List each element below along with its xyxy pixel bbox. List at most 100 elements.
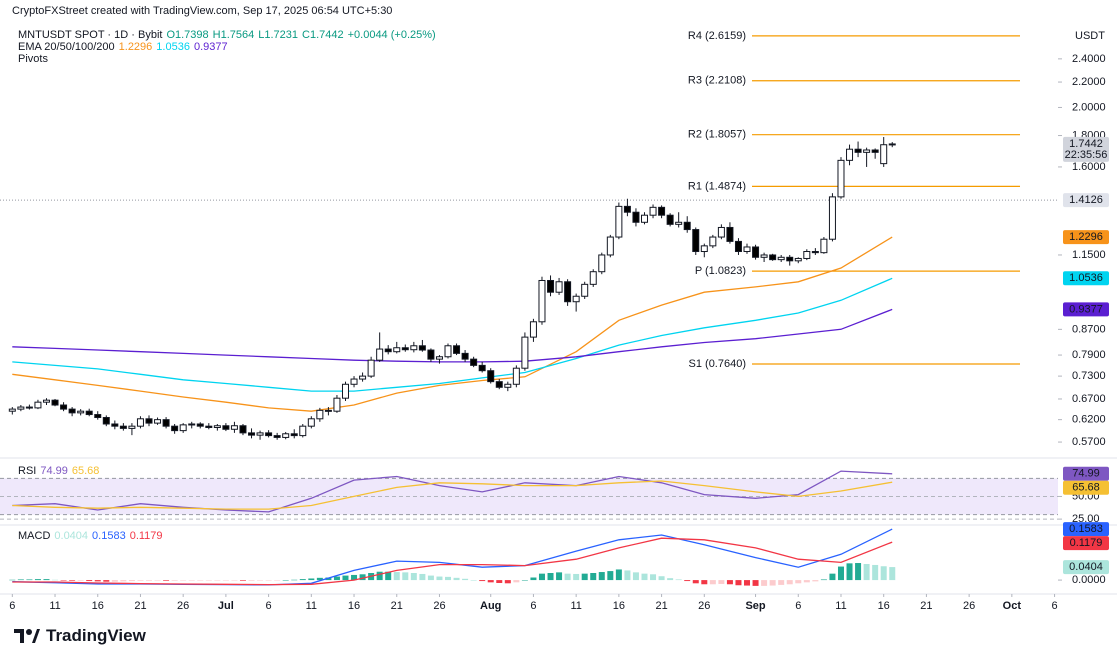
candle-body: [811, 251, 819, 254]
candle-body: [769, 254, 777, 261]
histogram-bar: [308, 578, 315, 581]
candle-body: [162, 419, 170, 427]
pane: [0, 470, 1058, 520]
y-tick-label: 0.8700: [1072, 323, 1106, 335]
candle-body: [794, 257, 802, 262]
histogram-bar: [778, 580, 785, 585]
candle-body: [230, 425, 238, 430]
macd-line: [12, 537, 893, 586]
histogram-bar: [846, 563, 853, 581]
candle-body: [418, 345, 426, 351]
histogram-bar: [684, 580, 691, 582]
candle-body: [871, 149, 879, 153]
ema-line: [12, 308, 893, 363]
legend-row: MNTUSDT SPOT · 1D · Bybit O1.7398 H1.7564 L…: [18, 29, 440, 41]
histogram-bar: [590, 573, 597, 581]
price-badge-label: 1.0536: [1069, 272, 1103, 284]
candle-body: [154, 419, 162, 424]
price-badge: [1063, 230, 1109, 245]
candle-body: [248, 432, 256, 436]
y-tick-label: 1.1500: [1072, 249, 1106, 261]
candle-body: [606, 236, 614, 256]
candle-body: [25, 406, 33, 409]
change: +0.0044 (+0.25%): [347, 29, 436, 41]
x-tick-label: 6: [795, 600, 801, 612]
candle-body: [529, 321, 537, 338]
histogram-bar: [385, 571, 392, 581]
y-tick-label: 0.7900: [1072, 349, 1106, 361]
histogram-bar: [479, 580, 486, 582]
ohlc-label: O1.7398: [166, 29, 209, 41]
histogram-bar: [744, 580, 751, 586]
x-tick-label: 21: [134, 600, 146, 612]
rsi-line: [12, 470, 893, 513]
candle-body: [777, 256, 785, 261]
histogram-bar: [188, 580, 195, 581]
histogram-bar: [197, 580, 204, 581]
candle-body: [94, 414, 102, 419]
candle-body: [179, 424, 187, 432]
x-tick-label: 26: [433, 600, 445, 612]
histogram-bar: [34, 579, 41, 581]
histogram-bar: [547, 573, 554, 581]
candle-body: [504, 383, 512, 388]
candle-body: [136, 418, 144, 427]
candle-body: [880, 144, 888, 165]
candle-body: [726, 226, 734, 242]
x-tick-label: 11: [306, 600, 317, 612]
histogram-bar: [795, 580, 802, 584]
histogram-bar: [393, 572, 400, 581]
legend-row: Pivots: [18, 53, 52, 65]
histogram-bar: [607, 571, 614, 581]
candle-body: [846, 148, 854, 161]
histogram-bar: [692, 580, 699, 584]
histogram-bar: [86, 580, 93, 582]
histogram-bar: [615, 569, 622, 581]
histogram-bar: [837, 566, 844, 581]
x-tick-label: 16: [348, 600, 360, 612]
histogram-bar: [43, 579, 50, 581]
candle-body: [453, 345, 461, 354]
pivot-label: R4 (2.6159): [688, 30, 746, 42]
histogram-bar: [146, 580, 153, 581]
pane: [9, 528, 896, 586]
histogram-bar: [530, 577, 537, 581]
histogram-bar: [248, 580, 255, 581]
price-badge-label: 1.2296: [1069, 231, 1103, 243]
candle-body: [290, 433, 298, 437]
logo-icon: [14, 629, 40, 643]
x-tick-label: 16: [613, 600, 625, 612]
y-tick-label: 0.6200: [1072, 414, 1106, 426]
candle-body: [333, 397, 341, 412]
x-tick-label: 21: [391, 600, 403, 612]
candle-body: [359, 375, 367, 380]
histogram-bar: [180, 580, 187, 581]
candle-body: [273, 435, 281, 438]
legend-row: RSI 74.99 65.68: [18, 465, 103, 477]
histogram-bar: [504, 580, 511, 584]
price-badge: [1063, 271, 1109, 286]
candle-body: [102, 417, 110, 425]
candle-body: [196, 423, 204, 427]
pivot-label: P (1.0823): [695, 265, 746, 277]
histogram-bar: [855, 563, 862, 581]
x-tick-label: Aug: [480, 600, 501, 612]
price-badge-label: 1.7442: [1069, 138, 1103, 150]
candle-body: [786, 256, 794, 262]
histogram-bar: [128, 580, 135, 582]
histogram-bar: [410, 573, 417, 581]
histogram-bar: [726, 580, 733, 585]
candle-body: [863, 149, 871, 153]
candle-body: [555, 281, 563, 293]
candle-body: [8, 408, 16, 412]
candle-body: [803, 251, 811, 259]
histogram-bar: [376, 571, 383, 581]
candle-body: [752, 246, 760, 258]
histogram-bar: [718, 580, 725, 584]
candle-body: [17, 406, 25, 410]
histogram-bar: [812, 580, 819, 582]
histogram-bar: [829, 573, 836, 581]
ema-line: [12, 277, 893, 392]
candle-body: [410, 345, 418, 351]
